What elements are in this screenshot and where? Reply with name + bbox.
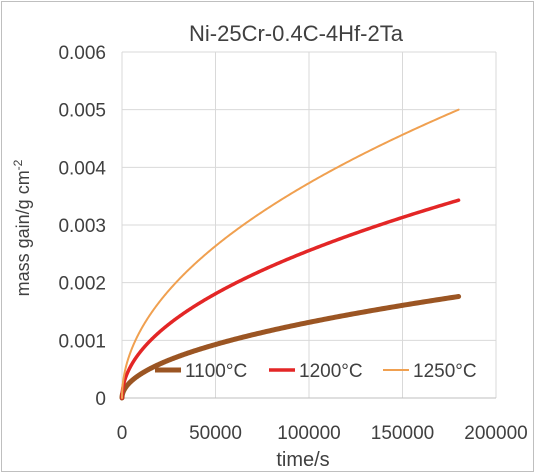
y-axis-label: mass gain/g cm-2 xyxy=(11,159,33,296)
y-tick-label: 0.006 xyxy=(58,43,106,64)
y-tick-label: 0.005 xyxy=(58,101,106,122)
series-line-1200C xyxy=(120,198,461,400)
y-tick-label: 0.004 xyxy=(58,158,106,179)
legend-label: 1250°C xyxy=(413,361,477,382)
y-tick-label: 0 xyxy=(95,389,106,410)
x-axis-label: time/s xyxy=(276,449,329,471)
chart-title: Ni-25Cr-0.4C-4Hf-2Ta xyxy=(189,21,404,46)
y-tick-label: 0.002 xyxy=(58,274,106,295)
x-tick-label: 150000 xyxy=(371,423,434,444)
series-line-1100C xyxy=(119,294,462,401)
tick-labels: 0 0.001 0.002 0.003 0.004 0.005 0.006 0 50000 100… xyxy=(58,43,527,444)
x-tick-label: 50000 xyxy=(189,423,242,444)
series-line-1250C xyxy=(121,108,460,399)
legend-label: 1200°C xyxy=(299,361,363,382)
y-tick-label: 0.001 xyxy=(58,331,106,352)
grid xyxy=(121,51,497,399)
y-axis-label-sup: -2 xyxy=(11,159,25,170)
y-axis-label-main: mass gain/g cm xyxy=(13,170,33,296)
x-tick-label: 200000 xyxy=(464,423,527,444)
x-tick-label: 100000 xyxy=(277,423,340,444)
y-tick-label: 0.003 xyxy=(58,216,106,237)
legend: 1100°C 1200°C 1250°C xyxy=(155,361,477,382)
series-layer xyxy=(119,108,462,401)
x-tick-label: 0 xyxy=(117,423,128,444)
legend-label: 1100°C xyxy=(185,361,247,382)
